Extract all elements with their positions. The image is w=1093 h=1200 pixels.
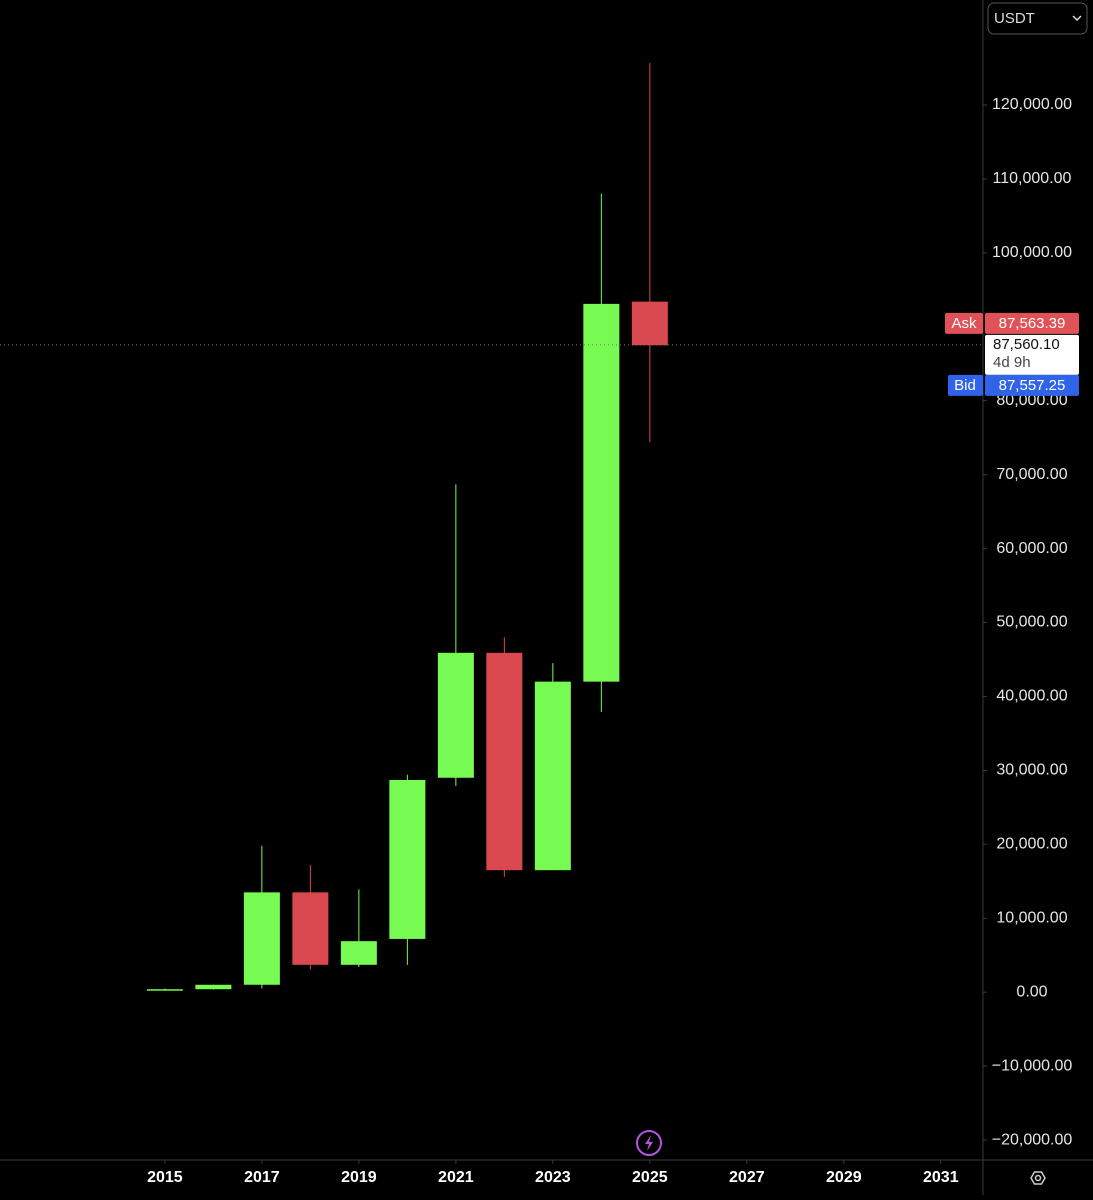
x-tick-label: 2019	[341, 1169, 377, 1186]
candle-body	[195, 984, 232, 990]
ask-box	[985, 312, 1079, 334]
y-tick-label: −20,000.00	[992, 1131, 1073, 1148]
x-tick-label: 2029	[826, 1169, 862, 1186]
candle-body	[389, 779, 426, 939]
ask-name: Ask	[951, 315, 977, 332]
x-tick-label: 2031	[923, 1169, 959, 1186]
bid-price: 87,557.25	[999, 377, 1066, 394]
y-tick-label: 110,000.00	[993, 170, 1072, 187]
y-tick-label: 70,000.00	[996, 466, 1067, 483]
currency-dropdown[interactable]	[987, 2, 1088, 35]
x-tick-label: 2021	[438, 1169, 474, 1186]
x-tick-label: 2023	[535, 1169, 571, 1186]
bid-box	[985, 374, 1079, 396]
y-tick-label: 0.00	[1016, 983, 1047, 1000]
y-tick-label: 100,000.00	[992, 244, 1072, 261]
x-tick-label: 2027	[729, 1169, 765, 1186]
candle-body	[340, 941, 377, 965]
candle-body	[437, 652, 474, 778]
ask-tag	[945, 312, 983, 334]
last-box	[985, 334, 1079, 375]
y-tick-label: 20,000.00	[996, 836, 1067, 853]
x-tick-label: 2025	[632, 1169, 668, 1186]
x-tick-label: 2015	[147, 1169, 183, 1186]
y-tick-label: 30,000.00	[996, 762, 1067, 779]
candle-body	[486, 652, 523, 871]
candle-body	[243, 892, 280, 985]
candle-body	[292, 892, 329, 965]
dropdown-arrow	[1072, 15, 1082, 22]
bid-name: Bid	[954, 377, 976, 394]
y-tick-label: −10,000.00	[992, 1057, 1073, 1074]
last-price: 87,560.10	[993, 336, 1060, 353]
settings-icon[interactable]	[1030, 1171, 1046, 1185]
y-tick-label: 60,000.00	[996, 540, 1067, 557]
lightning-icon[interactable]	[636, 1130, 662, 1156]
y-tick-label: 120,000.00	[992, 96, 1072, 113]
candle-body	[534, 681, 571, 871]
y-tick-label: 50,000.00	[996, 614, 1067, 631]
bid-tag	[948, 374, 983, 396]
currency: USDT	[994, 10, 1035, 27]
y-tick-label: 40,000.00	[996, 688, 1067, 705]
candle-body	[583, 303, 620, 682]
y-tick-label: 10,000.00	[996, 909, 1067, 926]
x-tick-label: 2017	[244, 1169, 280, 1186]
y-tick-label: 80,000.00	[996, 392, 1067, 409]
ask-price: 87,563.39	[999, 315, 1066, 332]
candle-body	[631, 301, 668, 346]
countdown: 4d 9h	[993, 354, 1031, 371]
candle-body	[146, 989, 183, 991]
